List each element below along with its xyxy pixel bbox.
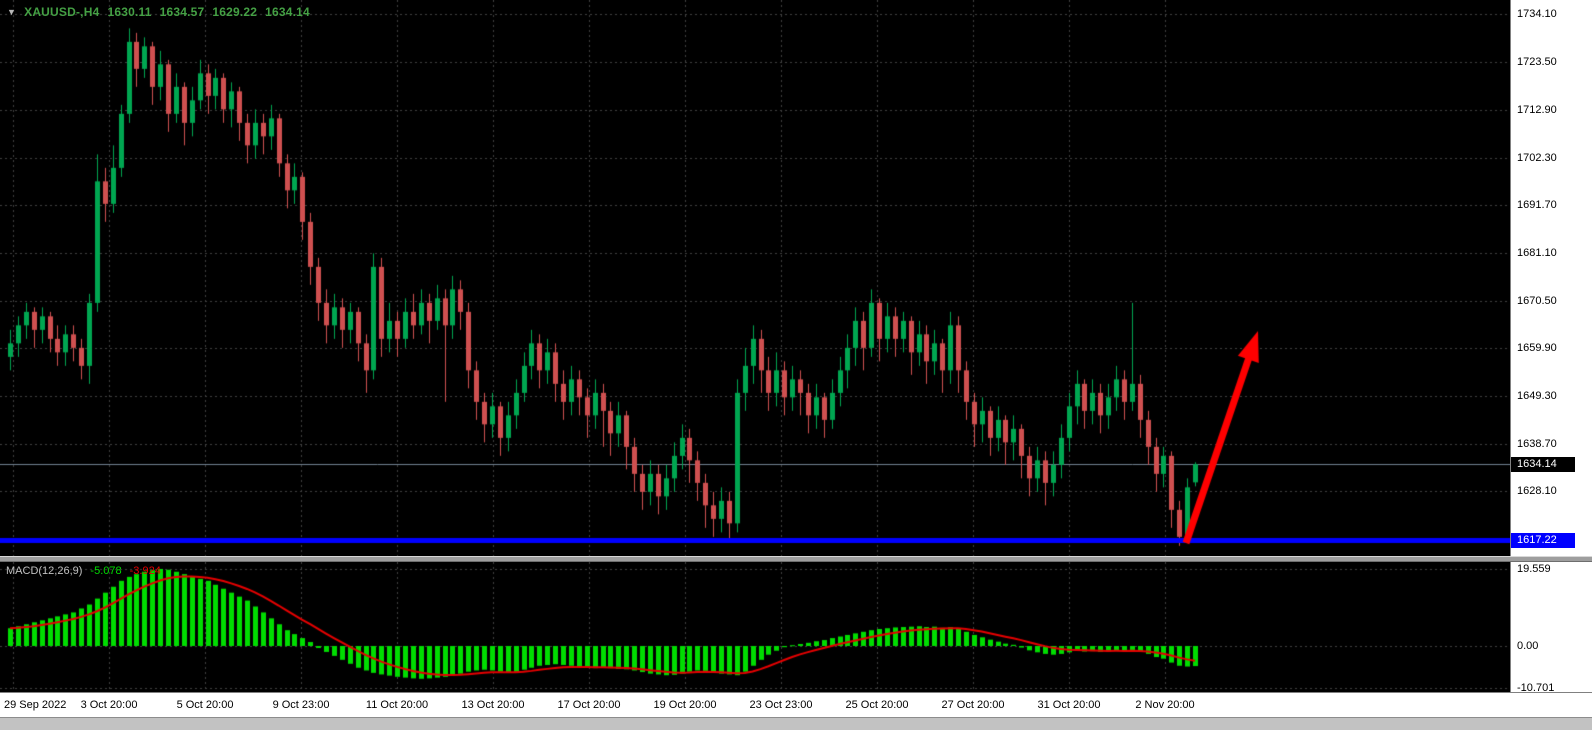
macd-panel: MACD(12,26,9) -5.078 -3.924 19.559 0.00 -1…: [0, 562, 1592, 695]
price-tick-label: 1734.10: [1517, 8, 1557, 21]
time-axis-label: 19 Oct 20:00: [653, 699, 717, 711]
time-axis-label: 5 Oct 20:00: [176, 699, 234, 711]
macd-tick-label: 19.559: [1517, 562, 1551, 575]
macd-axis[interactable]: 19.559 0.00 -10.701: [1510, 562, 1592, 695]
main-chart-canvas[interactable]: [0, 0, 1510, 556]
bar-open-value: 1630.11: [107, 5, 152, 19]
macd-value: -5.078: [90, 565, 122, 577]
price-tick-label: 1723.50: [1517, 56, 1557, 69]
price-tick-label: 1681.10: [1517, 246, 1557, 259]
symbol-timeframe-label: XAUUSD-,H4: [24, 5, 100, 19]
time-axis-label: 25 Oct 20:00: [845, 699, 909, 711]
time-axis-label: 9 Oct 23:00: [272, 699, 330, 711]
panel-splitter[interactable]: [0, 556, 1592, 562]
time-axis-label: 11 Oct 20:00: [365, 699, 429, 711]
macd-signal-value: -3.924: [129, 565, 161, 577]
current-price-tag: 1634.14: [1511, 457, 1575, 472]
price-tick-label: 1691.70: [1517, 199, 1557, 212]
time-axis-label: 23 Oct 23:00: [749, 699, 813, 711]
price-tick-label: 1638.70: [1517, 437, 1557, 450]
support-price-tag: 1617.22: [1511, 533, 1575, 548]
bar-close-value: 1634.14: [265, 5, 310, 19]
chart-header: ▼ XAUUSD-,H4 1630.11 1634.57 1629.22 163…: [7, 5, 310, 19]
price-tick-label: 1702.30: [1517, 151, 1557, 164]
bar-high-value: 1634.57: [159, 5, 205, 19]
bar-low-value: 1629.22: [212, 5, 258, 19]
macd-chart-canvas[interactable]: [0, 562, 1510, 692]
price-tick-label: 1712.90: [1517, 103, 1557, 116]
horizontal-scroll-area[interactable]: [0, 717, 1592, 730]
main-chart-panel: ▼ XAUUSD-,H4 1630.11 1634.57 1629.22 163…: [0, 0, 1592, 556]
price-tick-label: 1628.10: [1517, 485, 1557, 498]
time-axis[interactable]: 29 Sep 2022 3 Oct 20:00 5 Oct 20:00 9 Oct 2…: [0, 692, 1592, 717]
price-axis[interactable]: 1634.14 1617.22 1734.10 1723.50 1712.90 170…: [1510, 0, 1592, 556]
price-tick-label: 1670.50: [1517, 294, 1557, 307]
macd-tick-label: -10.701: [1517, 682, 1555, 695]
macd-indicator-label: MACD(12,26,9) -5.078 -3.924: [6, 565, 161, 577]
macd-tick-label: 0.00: [1517, 640, 1539, 652]
time-axis-label: 3 Oct 20:00: [80, 699, 138, 711]
macd-name: MACD(12,26,9): [6, 565, 83, 577]
time-axis-label: 31 Oct 20:00: [1037, 699, 1101, 711]
time-axis-label: 27 Oct 20:00: [941, 699, 1005, 711]
price-tick-label: 1649.30: [1517, 390, 1557, 402]
time-axis-label: 2 Nov 20:00: [1135, 699, 1195, 711]
time-axis-label: 29 Sep 2022: [4, 699, 67, 711]
time-axis-label: 17 Oct 20:00: [557, 699, 621, 711]
symbol-dropdown-icon[interactable]: ▼: [7, 7, 17, 17]
time-axis-label: 13 Oct 20:00: [461, 699, 525, 711]
price-tick-label: 1659.90: [1517, 342, 1557, 355]
